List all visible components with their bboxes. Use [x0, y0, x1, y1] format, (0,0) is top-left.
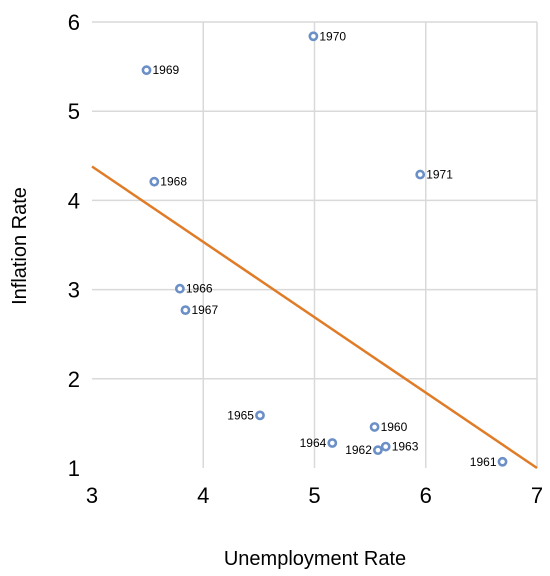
x-tick-label-7: 7: [531, 483, 543, 508]
data-point-1969: [141, 65, 152, 76]
y-axis-title: Inflation Rate: [9, 187, 31, 305]
data-point-1968: [149, 176, 160, 187]
trendline-layer: [91, 165, 538, 470]
point-label-1968: 1968: [160, 175, 187, 189]
point-label-1960: 1960: [381, 420, 408, 434]
data-point-1971: [415, 169, 426, 180]
data-point-1960: [369, 422, 380, 432]
y-tick-label-5: 5: [68, 99, 80, 124]
point-label-1965: 1965: [227, 408, 254, 422]
trendline: [91, 165, 538, 470]
y-tick-label-4: 4: [68, 188, 80, 213]
data-point-1961: [497, 456, 508, 467]
data-points: [141, 31, 508, 467]
data-point-1967: [180, 305, 191, 316]
data-point-1962: [373, 445, 383, 456]
y-tick-label-6: 6: [68, 10, 80, 35]
point-label-1962: 1962: [345, 443, 372, 457]
data-point-1965: [255, 410, 265, 421]
x-tick-label-5: 5: [308, 483, 320, 508]
tick-labels: 3 4 5 6 7 1 2 3 4 5 6: [68, 10, 543, 508]
point-label-1970: 1970: [319, 29, 346, 43]
x-axis-title: Unemployment Rate: [224, 548, 406, 570]
x-tick-label-6: 6: [420, 483, 432, 508]
data-point-1964: [327, 438, 338, 448]
point-label-1961: 1961: [470, 455, 497, 469]
point-labels: 1960 1961 1962 1963 1964 1965 1966 1967 1968 1969…: [153, 29, 497, 468]
y-tick-label-3: 3: [68, 278, 80, 303]
point-label-1971: 1971: [426, 168, 453, 182]
point-label-1963: 1963: [392, 440, 419, 454]
y-tick-label-2: 2: [68, 367, 80, 392]
x-tick-label-4: 4: [197, 483, 209, 508]
point-label-1967: 1967: [191, 303, 218, 317]
data-point-1966: [174, 283, 185, 294]
data-point-1963: [380, 441, 391, 452]
point-label-1969: 1969: [153, 63, 180, 77]
grid-lines: [92, 21, 538, 468]
y-tick-label-1: 1: [68, 456, 80, 481]
point-label-1964: 1964: [300, 436, 327, 450]
point-label-1966: 1966: [186, 282, 213, 296]
data-point-1970: [308, 31, 319, 42]
x-tick-label-3: 3: [86, 483, 98, 508]
